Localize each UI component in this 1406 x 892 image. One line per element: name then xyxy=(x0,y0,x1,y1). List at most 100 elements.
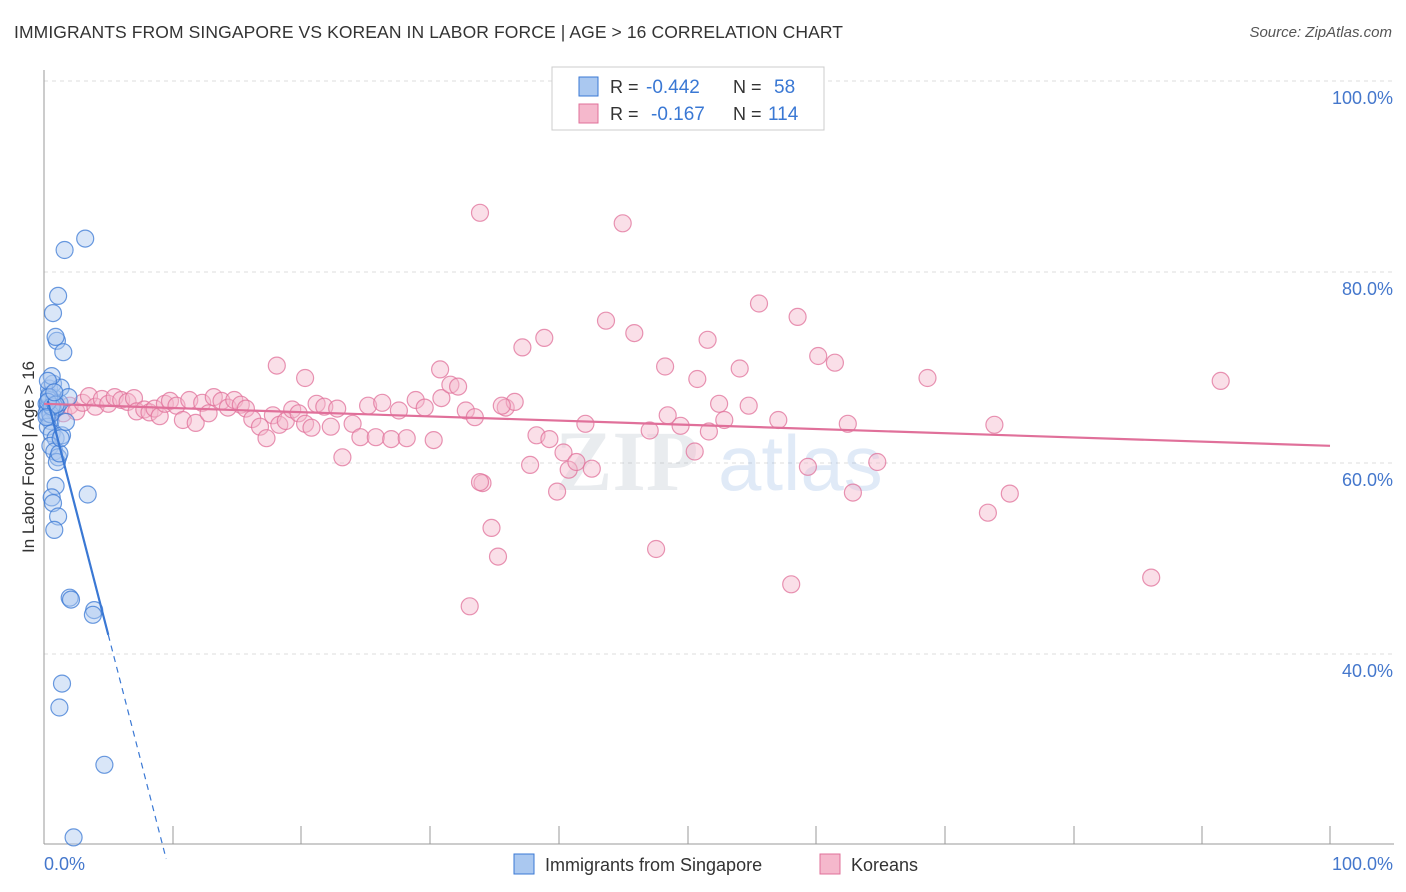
singapore-point xyxy=(46,327,65,346)
koreans-point xyxy=(488,547,508,566)
koreans-point xyxy=(257,429,276,448)
singapore-points xyxy=(37,229,114,847)
x-tick-label-0: 0.0% xyxy=(44,854,85,874)
singapore-point xyxy=(45,383,64,402)
stats-legend-r-label-1: R = xyxy=(610,77,639,97)
koreans-point xyxy=(302,418,321,437)
koreans-point xyxy=(825,353,845,372)
singapore-point xyxy=(95,755,114,774)
koreans-point xyxy=(1211,371,1230,390)
koreans-point xyxy=(985,415,1004,434)
koreans-point xyxy=(576,414,595,433)
koreans-point xyxy=(843,483,863,502)
koreans-point xyxy=(613,214,632,233)
singapore-point xyxy=(78,485,97,504)
koreans-point xyxy=(397,429,416,448)
stats-legend-n-label-1: N = xyxy=(733,77,762,97)
singapore-trend-line xyxy=(46,400,110,636)
koreans-point xyxy=(236,399,255,418)
stats-legend-n-value-1: 58 xyxy=(774,77,795,98)
singapore-point xyxy=(43,304,63,323)
koreans-point xyxy=(540,430,559,449)
watermark: ZIP atlas xyxy=(555,413,883,509)
koreans-point xyxy=(625,324,644,343)
singapore-point xyxy=(48,507,68,526)
y-tick-label-40: 40.0% xyxy=(1342,661,1393,681)
singapore-point xyxy=(45,520,64,540)
koreans-point xyxy=(382,430,401,449)
koreans-point xyxy=(432,389,451,408)
koreans-point xyxy=(373,393,392,412)
series-legend-label-koreans: Koreans xyxy=(851,855,918,875)
koreans-point xyxy=(520,455,540,474)
koreans-point xyxy=(685,442,704,461)
koreans-point xyxy=(193,393,212,412)
koreans-point xyxy=(449,377,468,396)
koreans-point xyxy=(296,368,315,388)
koreans-point xyxy=(788,307,807,326)
singapore-point xyxy=(76,229,95,248)
koreans-point xyxy=(186,413,205,432)
koreans-point xyxy=(343,414,362,433)
stats-legend-n-label-2: N = xyxy=(733,104,762,124)
singapore-point xyxy=(56,412,76,431)
koreans-point xyxy=(415,398,434,417)
koreans-point xyxy=(456,401,475,420)
singapore-point xyxy=(51,429,70,448)
koreans-point xyxy=(424,431,443,450)
koreans-point xyxy=(699,422,719,441)
stats-legend-r-value-2: -0.167 xyxy=(651,104,705,125)
singapore-point xyxy=(83,605,103,624)
koreans-point xyxy=(267,356,286,375)
koreans-trend-line xyxy=(43,402,1331,447)
y-axis-label: In Labor Force | Age > 16 xyxy=(19,361,38,553)
koreans-point xyxy=(547,482,567,501)
koreans-point xyxy=(838,414,857,433)
singapore-point xyxy=(64,828,83,847)
stats-legend-n-value-2: 114 xyxy=(768,104,799,125)
stats-legend-swatch-pink xyxy=(578,103,599,124)
y-tick-label-80: 80.0% xyxy=(1342,279,1393,299)
koreans-points xyxy=(47,203,1230,616)
koreans-point xyxy=(655,357,675,376)
koreans-point xyxy=(739,396,758,415)
koreans-point xyxy=(559,460,578,479)
koreans-point xyxy=(366,428,385,447)
singapore-point xyxy=(48,286,68,305)
singapore-point xyxy=(38,371,58,390)
stats-legend-r-label-2: R = xyxy=(610,104,639,124)
koreans-point xyxy=(470,203,490,222)
koreans-point xyxy=(646,539,666,559)
koreans-point xyxy=(321,417,340,436)
koreans-point xyxy=(351,428,370,447)
y-tick-label-100: 100.0% xyxy=(1332,88,1393,108)
singapore-point xyxy=(61,590,81,609)
koreans-point xyxy=(715,410,734,430)
koreans-point xyxy=(868,452,887,472)
koreans-point xyxy=(978,503,998,522)
series-legend-swatch-singapore xyxy=(513,853,535,875)
x-tick-label-100: 100.0% xyxy=(1332,854,1393,874)
koreans-point xyxy=(709,394,729,413)
koreans-point xyxy=(782,575,801,594)
singapore-trend-extension xyxy=(107,634,167,860)
koreans-point xyxy=(730,359,749,378)
koreans-point xyxy=(333,448,352,467)
singapore-point xyxy=(54,343,73,362)
koreans-point xyxy=(918,368,937,388)
koreans-point xyxy=(769,410,788,430)
y-tick-label-60: 60.0% xyxy=(1342,470,1393,490)
singapore-point xyxy=(55,240,74,260)
series-legend-label-singapore: Immigrants from Singapore xyxy=(545,855,762,875)
koreans-point xyxy=(809,346,828,366)
chart-source: Source: ZipAtlas.com xyxy=(1249,24,1392,41)
koreans-point xyxy=(554,443,573,462)
koreans-point xyxy=(460,597,479,616)
singapore-point xyxy=(42,488,61,507)
series-legend-swatch-koreans xyxy=(819,853,841,875)
singapore-point xyxy=(50,698,69,717)
series-legend: Immigrants from Singapore Koreans xyxy=(513,853,918,875)
koreans-point xyxy=(1000,484,1019,503)
koreans-point xyxy=(513,338,532,357)
